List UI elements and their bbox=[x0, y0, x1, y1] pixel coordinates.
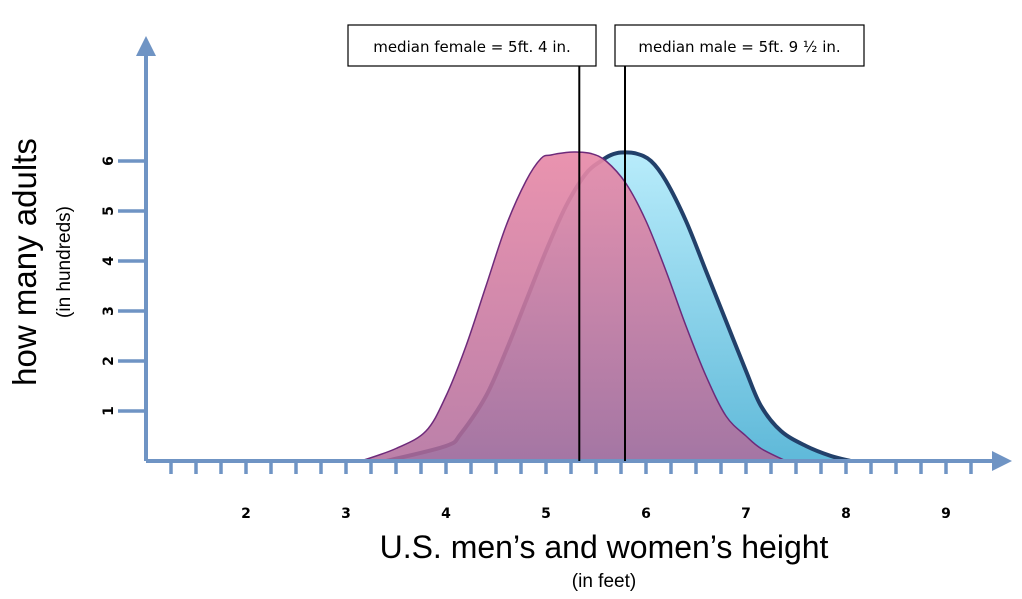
median-annotation-box bbox=[614, 24, 865, 67]
x-axis-sublabel: (in feet) bbox=[572, 571, 636, 592]
x-tick-label: 5 bbox=[541, 506, 551, 522]
median-annotation-label: median female = 5ft. 4 in. bbox=[373, 38, 571, 56]
x-tick-label: 4 bbox=[441, 506, 451, 522]
x-tick-label: 2 bbox=[241, 506, 251, 522]
y-tick-label: 2 bbox=[101, 356, 117, 366]
x-axis-arrow-icon bbox=[992, 451, 1012, 471]
y-tick-label: 1 bbox=[101, 406, 117, 416]
axes: 2 3 4 5 6 7 8 9 1 2 3 4 5 6 bbox=[101, 36, 1012, 522]
y-axis-label: how many adults bbox=[6, 138, 43, 386]
median-markers: median female = 5ft. 4 in. median male = … bbox=[347, 24, 865, 461]
x-axis-label: U.S. men’s and women’s height bbox=[380, 529, 829, 565]
median-annotation-label: median male = 5ft. 9 ½ in. bbox=[638, 38, 840, 56]
series-area-women bbox=[360, 151, 787, 462]
x-tick-label: 6 bbox=[641, 506, 651, 522]
y-tick-label: 3 bbox=[101, 306, 117, 316]
x-ticks: 2 3 4 5 6 7 8 9 bbox=[169, 461, 973, 522]
median-annotation-box bbox=[347, 24, 597, 67]
x-tick-label: 8 bbox=[841, 506, 851, 522]
x-tick-label: 7 bbox=[741, 506, 751, 522]
y-axis-sublabel: (in hundreds) bbox=[54, 206, 75, 318]
y-ticks: 1 2 3 4 5 6 bbox=[101, 156, 146, 416]
y-tick-label: 4 bbox=[101, 256, 117, 266]
y-tick-label: 6 bbox=[101, 156, 117, 166]
y-axis-arrow-icon bbox=[136, 36, 156, 56]
x-tick-label: 9 bbox=[941, 506, 951, 522]
y-tick-label: 5 bbox=[101, 206, 117, 216]
x-tick-label: 3 bbox=[341, 506, 351, 522]
